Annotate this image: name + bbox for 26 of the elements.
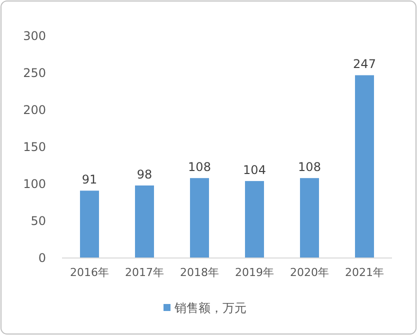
data-label: 108 [298,160,321,174]
y-tick-label: 150 [23,140,46,154]
data-label: 91 [82,172,98,187]
data-label: 104 [243,163,266,178]
y-tick-label: 300 [23,29,46,43]
bar [300,178,319,258]
x-tick-label: 2020年 [290,266,329,279]
data-label: 108 [188,160,211,174]
bar [135,185,154,258]
y-tick-label: 50 [30,214,46,228]
x-tick-label: 2019年 [235,266,274,279]
y-tick-label: 100 [23,177,46,191]
y-tick-label: 200 [23,103,46,117]
bar [355,75,374,258]
x-tick-label: 2016年 [70,266,109,279]
bar [80,190,99,258]
x-tick-label: 2018年 [180,266,219,279]
bar [190,178,209,258]
x-tick-label: 2017年 [125,266,164,279]
x-tick-label: 2021年 [345,266,384,279]
bar [245,181,264,258]
data-label: 98 [136,167,152,182]
data-label: 247 [353,57,376,72]
y-tick-label: 0 [38,251,46,265]
y-tick-label: 250 [23,66,46,80]
legend-label: 销售额，万元 [174,301,246,315]
